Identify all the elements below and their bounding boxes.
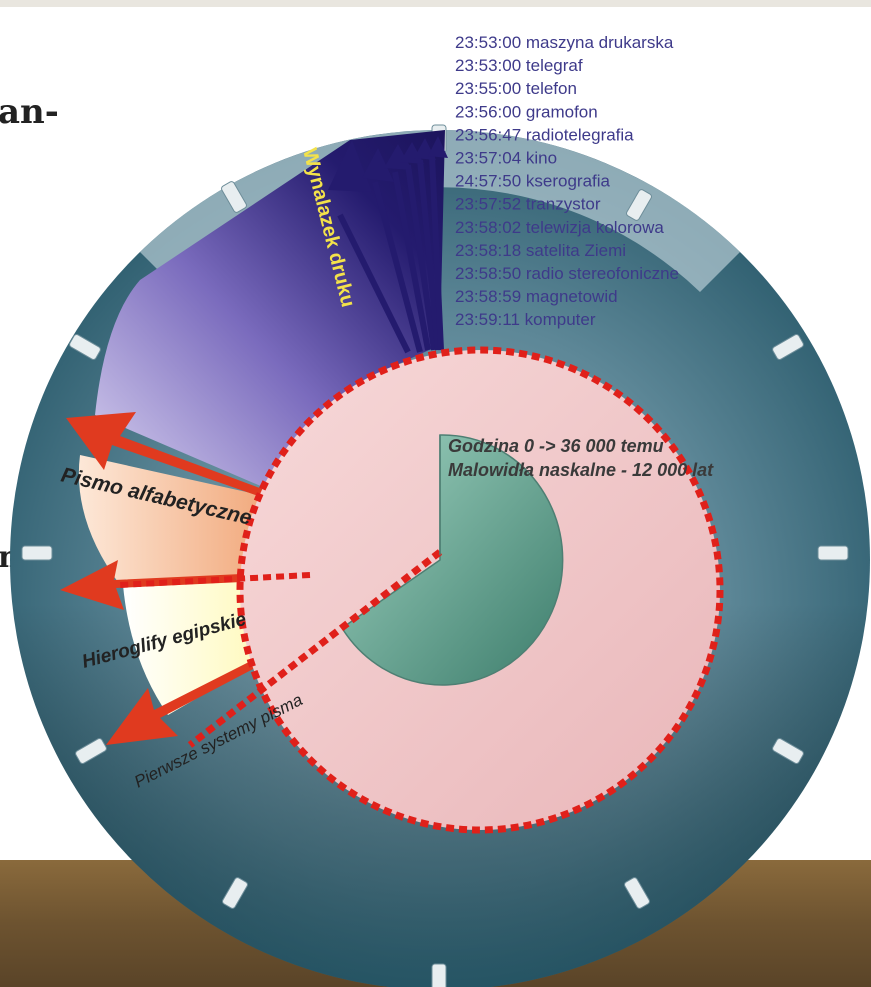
spike-head <box>384 144 412 170</box>
spike-line <box>429 155 444 351</box>
invention-spikes <box>337 155 444 354</box>
arrow-pismo-alfabetyczne <box>66 412 308 512</box>
dotted-separator <box>119 572 311 588</box>
invention-item: 23:57:52 tranzystor <box>455 195 601 214</box>
tick-10 <box>69 334 101 360</box>
tick-7 <box>222 877 248 909</box>
invention-item: 23:58:18 satelita Ziemi <box>455 241 626 260</box>
invention-item: 23:59:11 komputer <box>455 310 596 329</box>
invention-item: 23:55:00 telefon <box>455 79 577 98</box>
note-godzina-zero: Godzina 0 -> 36 000 temu <box>448 436 664 456</box>
invention-item: 23:57:04 kino <box>455 149 557 168</box>
clock-rim-highlight <box>140 130 740 292</box>
tick-9 <box>21 545 53 561</box>
spike-line <box>417 159 441 351</box>
spike-head <box>362 148 394 182</box>
spike-line <box>392 171 431 351</box>
inner-wedge <box>340 434 564 686</box>
spike-head <box>400 142 424 164</box>
spike-line <box>372 181 423 353</box>
spike-line <box>337 213 411 354</box>
invention-item: 23:53:00 maszyna drukarska <box>455 33 674 52</box>
arrow-hieroglify <box>60 560 325 610</box>
top-band <box>0 0 871 7</box>
tick-3 <box>817 545 849 561</box>
note-malowidla: Malowidła naskalne - 12 000 lat <box>448 460 714 480</box>
tick-11 <box>221 181 247 213</box>
invention-spike-heads <box>328 136 448 192</box>
invention-item: 23:58:02 telewizja kolorowa <box>455 218 664 237</box>
invention-item: 23:58:59 magnetowid <box>455 287 618 306</box>
inventions-list: 23:53:00 maszyna drukarska 23:53:00 teleg… <box>455 33 679 329</box>
invention-item: 23:56:47 radiotelegrafia <box>455 125 634 144</box>
tick-6 <box>431 963 447 987</box>
invention-item: 23:58:50 radio stereofoniczne <box>455 264 679 283</box>
tick-8 <box>75 738 107 764</box>
spike-head <box>428 136 448 158</box>
invention-item: 24:57:50 kserografia <box>455 172 611 191</box>
cropped-heading-fragment: an- <box>0 92 59 132</box>
invention-item: 23:53:00 telegraf <box>455 56 583 75</box>
inner-disc-dotted-outline <box>236 346 724 834</box>
tick-5 <box>624 877 650 909</box>
invention-item: 23:56:00 gramofon <box>455 102 598 121</box>
dotted-separator <box>187 549 443 748</box>
tick-1 <box>626 189 652 221</box>
tick-2 <box>772 334 804 360</box>
tick-4 <box>772 738 804 764</box>
spike-head <box>328 140 372 192</box>
spike-line <box>405 164 437 351</box>
